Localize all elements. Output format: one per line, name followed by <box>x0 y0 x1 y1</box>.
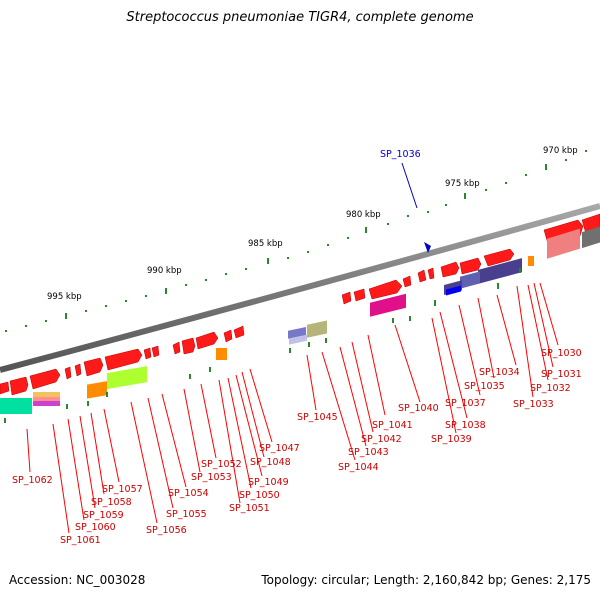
gene-label: SP_1033 <box>513 399 554 410</box>
highlight-pointer <box>401 162 418 209</box>
gene-label: SP_1050 <box>239 490 280 501</box>
gene-label: SP_1057 <box>102 484 143 495</box>
gene-label: SP_1034 <box>479 367 520 378</box>
gene-label: SP_1052 <box>201 459 242 470</box>
gene-label: SP_1037 <box>445 398 486 409</box>
map-title: Streptococcus pneumoniae TIGR4, complete… <box>126 10 474 25</box>
gene-label: SP_1061 <box>60 535 101 546</box>
gene-label: SP_1043 <box>348 447 389 458</box>
genome-backbone <box>0 203 600 373</box>
gene-label: SP_1047 <box>259 443 300 454</box>
gene-label: SP_1049 <box>248 477 289 488</box>
tick-label-970: 970 kbp <box>543 146 578 156</box>
scale-track <box>5 150 587 332</box>
gene-label: SP_1048 <box>250 457 291 468</box>
gene-label: SP_1032 <box>530 383 571 394</box>
gene-label: SP_1031 <box>541 369 582 380</box>
gene-label: SP_1038 <box>445 420 486 431</box>
topology-text: Topology: circular; Length: 2,160,842 bp… <box>261 573 591 587</box>
gene-label: SP_1039 <box>431 434 472 445</box>
tick-label-975: 975 kbp <box>445 179 480 189</box>
highlight-arrow <box>424 242 431 253</box>
gene-label: SP_1056 <box>146 525 187 536</box>
gene-label: SP_1045 <box>297 412 338 423</box>
label-lines <box>26 282 559 534</box>
accession-text: Accession: NC_003028 <box>9 573 146 587</box>
gene-label: SP_1051 <box>229 503 270 514</box>
tick-label-990: 990 kbp <box>147 266 182 276</box>
gene-label: SP_1059 <box>83 510 124 521</box>
gene-label: SP_1054 <box>168 488 209 499</box>
inner-ticks <box>4 268 521 423</box>
gene-labels: SP_1030 SP_1031 SP_1032 SP_1033 SP_1034 … <box>12 348 582 546</box>
feature-blocks <box>0 226 600 414</box>
gene-label: SP_1062 <box>12 475 53 486</box>
tick-label-995: 995 kbp <box>47 292 82 302</box>
gene-label: SP_1042 <box>361 434 402 445</box>
gene-label: SP_1060 <box>75 522 116 533</box>
gene-label: SP_1055 <box>166 509 207 520</box>
gene-label: SP_1030 <box>541 348 582 359</box>
highlight-label: SP_1036 <box>380 149 421 160</box>
gene-label: SP_1044 <box>338 462 379 473</box>
gene-label: SP_1040 <box>398 403 439 414</box>
gene-label: SP_1035 <box>464 381 505 392</box>
gene-label: SP_1058 <box>91 497 132 508</box>
gene-label: SP_1041 <box>372 420 413 431</box>
tick-label-985: 985 kbp <box>248 239 283 249</box>
forward-genes <box>0 213 600 396</box>
gene-label: SP_1053 <box>191 472 232 483</box>
tick-label-980: 980 kbp <box>346 210 381 220</box>
